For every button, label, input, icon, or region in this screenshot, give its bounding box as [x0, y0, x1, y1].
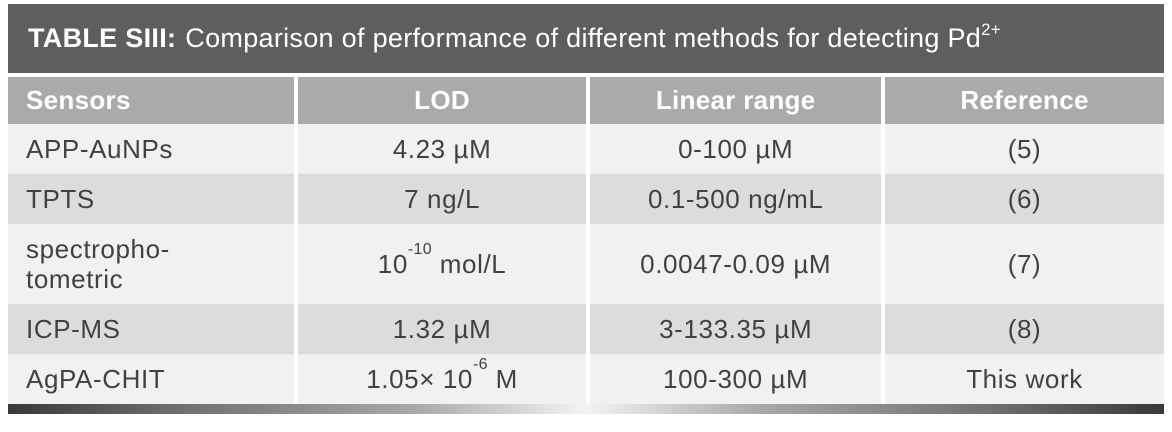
table-cell-sensors: TPTS [8, 174, 296, 224]
table-row: spectropho-tometric 10-10 mol/L 0.0047-0.0… [8, 224, 1164, 304]
column-header-linear-range: Linear range [586, 77, 884, 124]
column-header-lod: LOD [293, 77, 589, 124]
table-title-text-main: Comparison of performance of different m… [185, 23, 982, 53]
comparison-table-container: TABLE SIII: Comparison of performance of… [8, 4, 1164, 414]
table-cell-linear-range: 3-133.35 µM [586, 304, 884, 354]
table-cell-linear-range: 100-300 µM [586, 354, 884, 404]
bottom-shadow-bar [8, 404, 1164, 414]
table-title-text: Comparison of performance of different m… [185, 19, 1001, 54]
table-cell-reference: This work [881, 354, 1164, 404]
header-row: Sensors LOD Linear range Reference [8, 77, 1164, 124]
table-cell-reference: (6) [881, 174, 1164, 224]
table-title-bar: TABLE SIII: Comparison of performance of… [8, 4, 1164, 73]
table-cell-lod: 4.23 µM [293, 124, 589, 174]
column-header-sensors: Sensors [8, 77, 296, 124]
table-body: APP-AuNPs 4.23 µM 0-100 µM (5) TPTS 7 ng/L 0.1… [8, 124, 1164, 404]
table-cell-linear-range: 0.0047-0.09 µM [586, 224, 884, 304]
comparison-table: Sensors LOD Linear range Reference APP-AuNP… [8, 77, 1164, 404]
table-row: TPTS 7 ng/L 0.1-500 ng/mL (6) [8, 174, 1164, 224]
table-cell-sensors: AgPA-CHIT [8, 354, 296, 404]
table-cell-lod: 7 ng/L [293, 174, 589, 224]
table-cell-reference: (8) [881, 304, 1164, 354]
table-row: APP-AuNPs 4.23 µM 0-100 µM (5) [8, 124, 1164, 174]
column-header-reference: Reference [881, 77, 1164, 124]
table-cell-reference: (7) [881, 224, 1164, 304]
table-cell-linear-range: 0.1-500 ng/mL [586, 174, 884, 224]
table-row: ICP-MS 1.32 µM 3-133.35 µM (8) [8, 304, 1164, 354]
table-title-label: TABLE SIII: [28, 23, 177, 53]
table-title-superscript: 2+ [981, 19, 1001, 39]
table-cell-linear-range: 0-100 µM [586, 124, 884, 174]
table-cell-sensors: spectropho-tometric [8, 224, 296, 304]
table-cell-lod: 10-10 mol/L [293, 224, 589, 304]
table-header: Sensors LOD Linear range Reference [8, 77, 1164, 124]
table-cell-sensors: APP-AuNPs [8, 124, 296, 174]
table-cell-reference: (5) [881, 124, 1164, 174]
table-cell-lod: 1.32 µM [293, 304, 589, 354]
table-row: AgPA-CHIT 1.05× 10-6 M 100-300 µM This work [8, 354, 1164, 404]
table-cell-lod: 1.05× 10-6 M [293, 354, 589, 404]
table-cell-sensors: ICP-MS [8, 304, 296, 354]
